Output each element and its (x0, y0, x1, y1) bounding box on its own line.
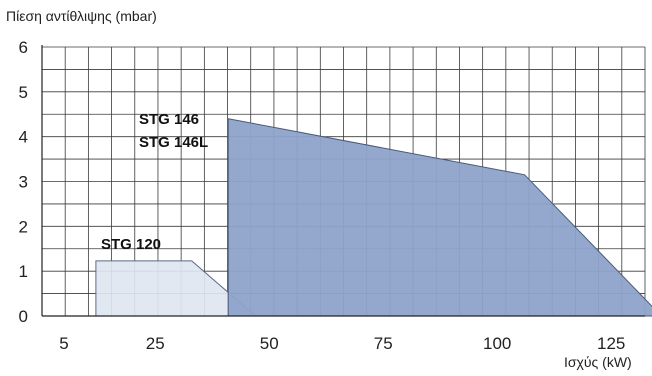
series-area-stg-146 (227, 118, 652, 317)
y-tick-label: 0 (19, 307, 28, 326)
y-tick-label: 1 (19, 262, 28, 281)
y-axis-label: Πίεση αντίθλιψης (mbar) (6, 8, 157, 24)
y-tick-label: 5 (19, 83, 28, 102)
series-label-stg-146: STG 146 (139, 111, 199, 128)
x-axis-label: Ισχύς (kW) (564, 354, 632, 370)
y-tick-label: 2 (19, 217, 28, 236)
tick-labels: 0 1 2 3 4 5 6 5 25 50 75 100 125 (19, 38, 626, 353)
x-tick-label: 100 (483, 334, 511, 353)
y-tick-label: 3 (19, 173, 28, 192)
series-label-stg-120: STG 120 (101, 236, 161, 253)
x-tick-label: 125 (597, 334, 625, 353)
y-tick-label: 4 (19, 128, 28, 147)
x-tick-label: 5 (59, 334, 68, 353)
series-areas (95, 118, 652, 317)
y-tick-label: 6 (19, 38, 28, 57)
series-labels: STG 120 STG 146 STG 146L (101, 111, 208, 253)
series-label-stg-146: STG 146L (139, 134, 208, 151)
axes (41, 45, 645, 317)
x-tick-label: 25 (146, 334, 165, 353)
x-tick-label: 50 (260, 334, 279, 353)
x-tick-label: 75 (374, 334, 393, 353)
